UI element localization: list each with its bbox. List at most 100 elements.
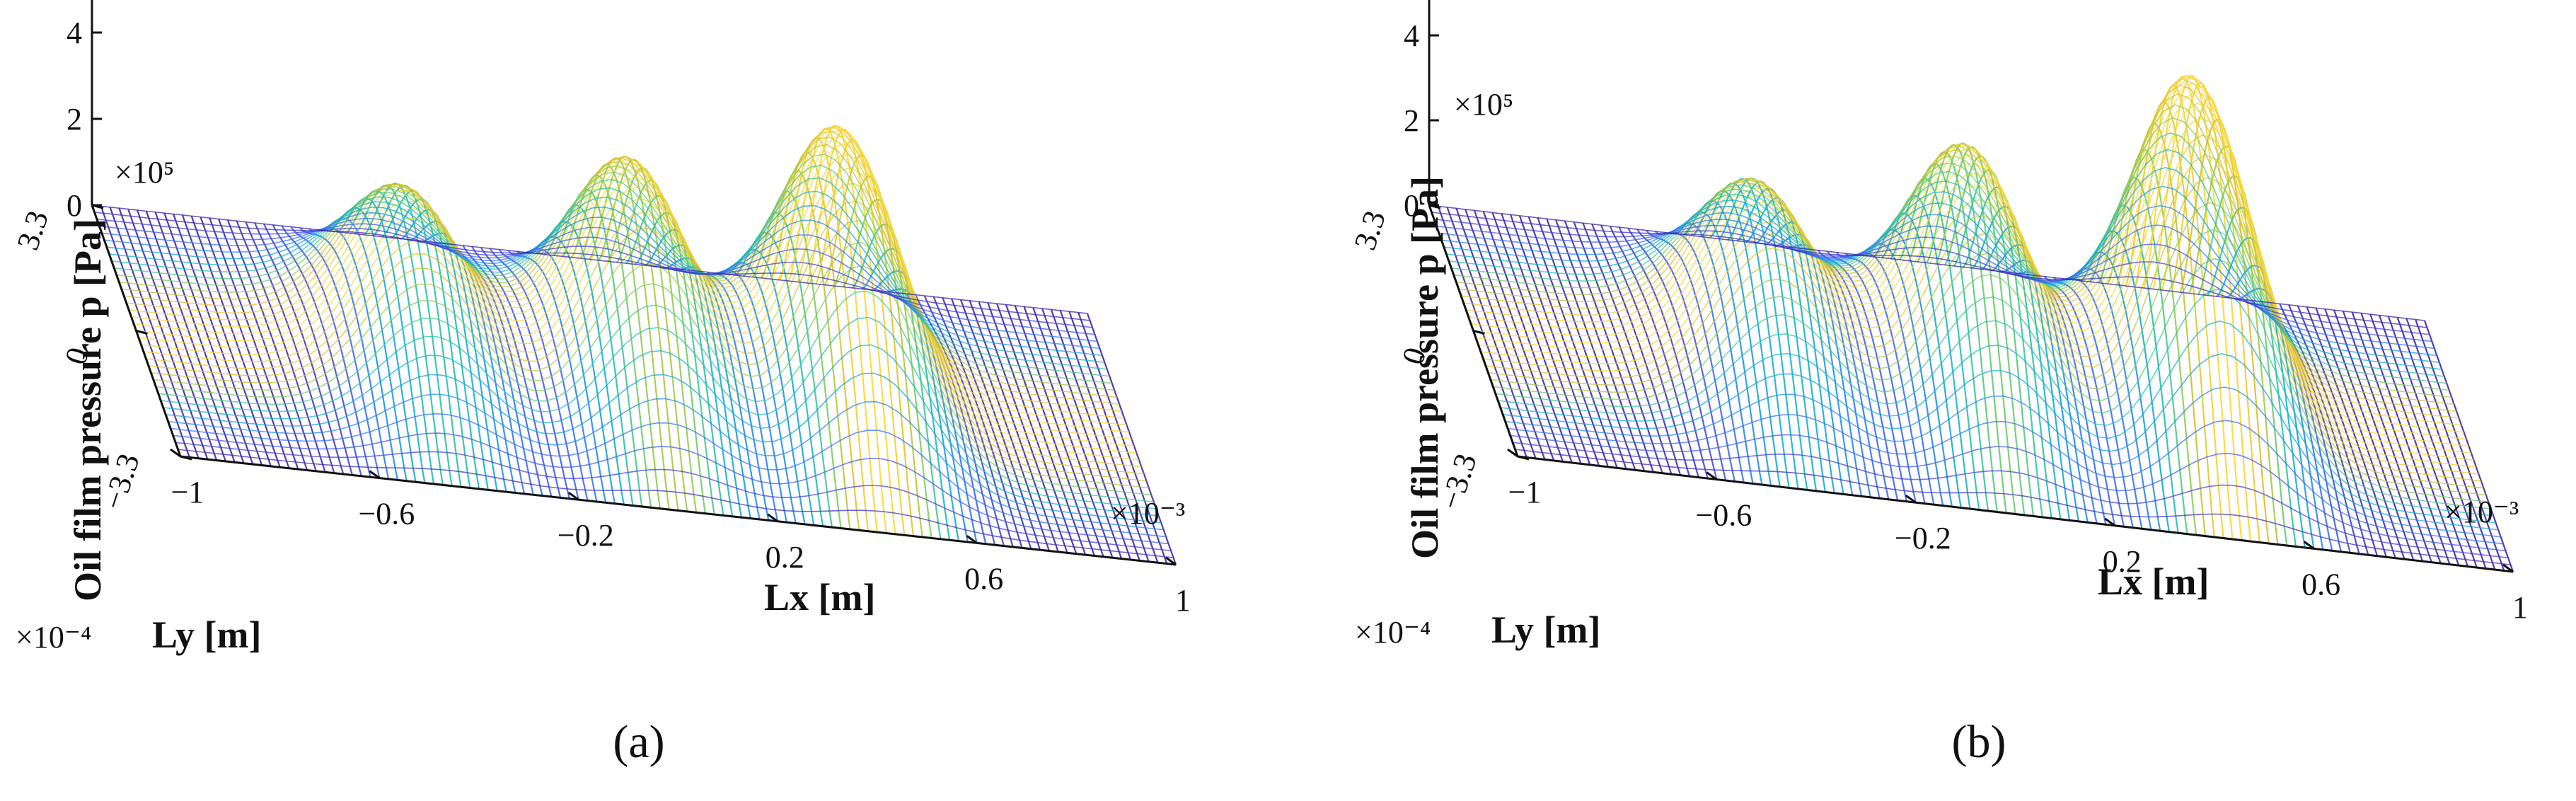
z-tick-label: 0	[67, 188, 82, 223]
mesh-line-x	[579, 157, 670, 510]
mesh-line-y	[114, 165, 1110, 377]
z-multiplier-a: ×10⁵	[115, 155, 174, 190]
panel-label-b: (b)	[1952, 716, 2006, 768]
x-axis-label-a: Lx [m]	[764, 576, 875, 618]
y-multiplier-a: ×10⁻⁴	[16, 620, 91, 655]
mesh-line-y	[1441, 204, 2437, 357]
mesh-line-y	[1485, 154, 2481, 482]
mesh-line-y	[1463, 78, 2459, 419]
y-tick-label: 3.3	[1347, 207, 1392, 254]
mesh-line-x	[200, 217, 290, 469]
x-tick-label: 1	[2512, 590, 2528, 625]
mesh-line-y	[126, 127, 1122, 412]
mesh-line-x	[2197, 175, 2288, 546]
x-tick	[1905, 494, 1917, 504]
mesh-line-y	[151, 220, 1147, 482]
mesh-line-y	[1428, 204, 2425, 321]
mesh-line-y	[138, 143, 1135, 447]
mesh-line-y	[1438, 219, 2435, 350]
z-tick-label: 4	[67, 16, 82, 50]
mesh-line-y	[1508, 414, 2504, 545]
x-tick	[2104, 517, 2116, 527]
mesh-line-y	[175, 442, 1172, 552]
x-tick-label: −0.6	[1695, 498, 1752, 533]
mesh-line-x	[371, 184, 462, 488]
mesh-line-y	[1498, 288, 2494, 517]
mesh-line-y	[1443, 185, 2439, 363]
x-axis-label-b: Lx [m]	[2098, 560, 2209, 603]
mesh-line-y	[163, 344, 1159, 517]
x-tick-label: −1	[1508, 475, 1542, 509]
mesh-line-y	[91, 204, 1088, 314]
y-multiplier-b: ×10⁻⁴	[1355, 615, 1431, 650]
mesh-line-x	[190, 215, 281, 468]
z-tick-label: 0	[1404, 188, 1419, 223]
mesh-line-x	[2052, 277, 2143, 529]
mesh-line-y	[166, 372, 1162, 524]
y-axis-label-a: Ly [m]	[152, 613, 262, 656]
z-tick-label: 4	[1404, 18, 1419, 53]
panel-b: −1−0.6−0.20.20.61−3.303.30246 Oil film p…	[1347, 0, 2528, 768]
x-tick	[966, 535, 978, 544]
mesh-line-y	[143, 167, 1139, 461]
mesh-line-y	[1483, 134, 2479, 475]
mesh-line-y	[1470, 76, 2467, 440]
mesh-line-y	[1431, 212, 2427, 328]
panel-a: −1−0.6−0.20.20.61−3.303.30246 Oil film p…	[10, 0, 1191, 768]
mesh-line-x	[444, 243, 534, 495]
mesh-line-y	[148, 200, 1144, 475]
mesh-line-x	[2342, 311, 2432, 563]
y-tick	[180, 455, 192, 461]
mesh-line-y	[104, 212, 1100, 350]
y-tick	[136, 330, 148, 335]
mesh-line-y	[1475, 91, 2472, 454]
mesh-line-x	[290, 226, 381, 478]
x-tick-label: −0.2	[1895, 521, 1951, 555]
mesh-line-y	[101, 217, 1097, 342]
mesh-line-y	[1446, 166, 2442, 370]
mesh-line-y	[178, 449, 1174, 558]
mesh-line-y	[99, 223, 1095, 335]
mesh-line-y	[158, 290, 1154, 502]
mesh-line-y	[1473, 82, 2469, 447]
mesh-line-y	[1510, 434, 2506, 552]
x-axis-line	[180, 455, 1177, 566]
mesh-line-y	[1493, 229, 2489, 503]
x-tick-label: −0.6	[358, 497, 415, 531]
surface-mesh-a	[91, 125, 1177, 565]
x-tick	[567, 491, 579, 501]
x-tick	[2502, 563, 2514, 573]
z-tick-label: 2	[67, 102, 82, 137]
x-tick-label: −0.2	[558, 518, 614, 553]
mesh-line-x	[1537, 217, 1627, 470]
mesh-line-y	[1461, 84, 2457, 412]
mesh-line-x	[236, 220, 326, 473]
x-tick	[1706, 471, 1718, 480]
x-multiplier-a: ×10⁻³	[1111, 496, 1185, 531]
mesh-line-y	[141, 154, 1137, 454]
mesh-line-x	[1790, 246, 1881, 499]
x-tick	[1165, 556, 1177, 566]
mesh-line-y	[146, 183, 1142, 468]
mesh-line-y	[1436, 224, 2432, 342]
mesh-line-y	[106, 204, 1102, 356]
z-axis-label-a: Oil film pressure p [Pa]	[67, 219, 109, 601]
mesh-line-x	[181, 214, 272, 467]
mesh-line-y	[1478, 102, 2474, 461]
x-tick-label: 0.6	[2301, 567, 2340, 601]
x-tick-label: −1	[171, 475, 204, 509]
mesh-line-y	[1503, 353, 2499, 531]
y-tick	[1517, 455, 1530, 461]
x-tick	[2303, 541, 2315, 550]
mesh-line-y	[133, 129, 1130, 433]
mesh-line-y	[173, 432, 1169, 545]
mesh-line-y	[156, 265, 1152, 496]
mesh-line-y	[153, 241, 1149, 489]
x-tick-label: 0.6	[964, 561, 1003, 596]
x-tick	[170, 448, 181, 458]
mesh-line-y	[1500, 320, 2496, 524]
z-tick-label: 2	[1404, 103, 1419, 138]
mesh-line-y	[1433, 218, 2430, 335]
mesh-line-y	[121, 136, 1117, 398]
panel-label-a: (a)	[613, 716, 664, 768]
